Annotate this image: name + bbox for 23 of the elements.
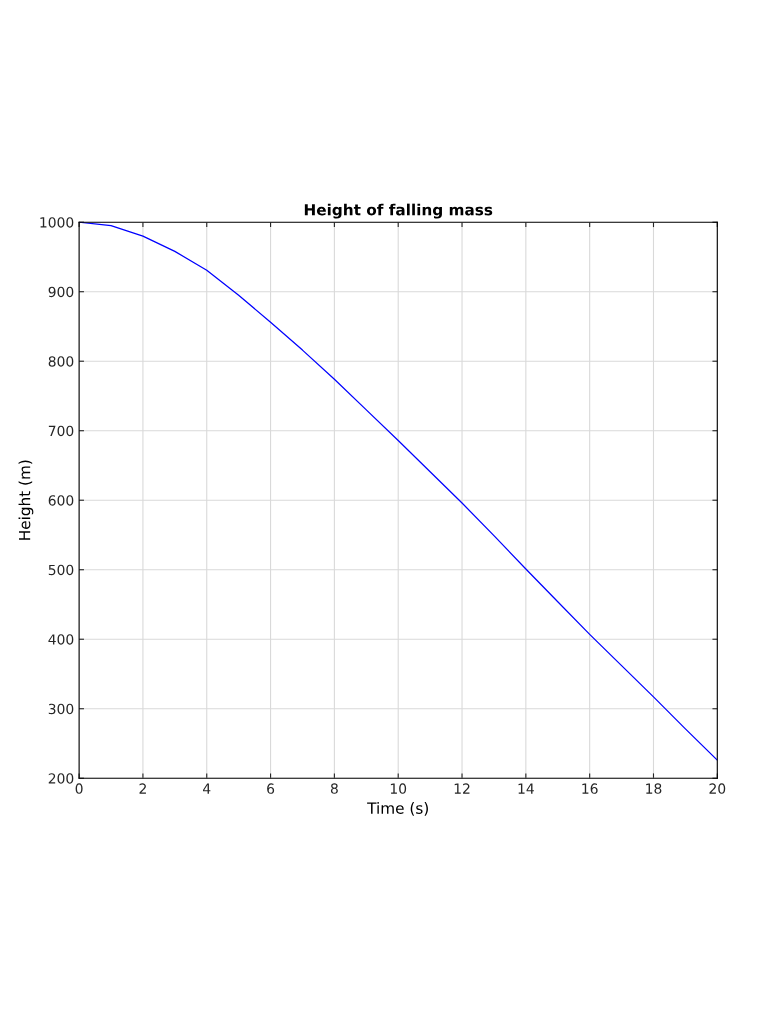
x-tick-label: 8 (330, 783, 338, 794)
y-tick-label: 800 (48, 356, 74, 367)
x-tick-label: 6 (267, 783, 275, 794)
y-tick-label: 700 (48, 425, 74, 437)
x-tick-label: 2 (139, 783, 146, 794)
y-tick-label: 200 (48, 773, 74, 784)
y-tick-label: 600 (48, 495, 74, 506)
x-tick-label: 10 (390, 783, 407, 794)
y-tick-label: 300 (48, 703, 74, 715)
x-tick-label: 4 (203, 783, 211, 794)
x-tick-label: 20 (709, 783, 726, 794)
x-tick-label: 18 (646, 783, 662, 794)
y-tick-label: 900 (48, 286, 74, 298)
y-axis-title: Height (m) (18, 460, 34, 540)
y-tick-label: 500 (48, 564, 74, 576)
y-tick-label: 1000 (40, 217, 74, 228)
x-tick-label: 16 (582, 783, 598, 794)
x-tick-label: 14 (518, 783, 534, 794)
x-axis-title: Time (s) (367, 802, 428, 816)
x-tick-label: 0 (75, 783, 83, 794)
chart-title: Height of falling mass (304, 203, 493, 219)
y-tick-label: 400 (48, 634, 74, 645)
x-tick-label: 12 (454, 783, 470, 794)
